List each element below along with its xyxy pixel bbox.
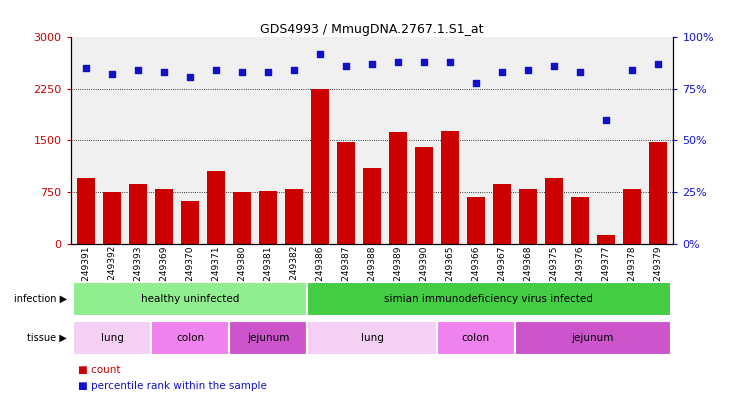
Point: [185, 73, 196, 80]
Bar: [466, 197, 485, 244]
Point: [600, 117, 612, 123]
Point: [418, 59, 430, 65]
Bar: [597, 235, 615, 244]
Text: ■ percentile rank within the sample: ■ percentile rank within the sample: [78, 381, 267, 391]
Point: [470, 79, 482, 86]
Point: [652, 61, 664, 67]
Point: [626, 67, 638, 73]
Bar: [129, 184, 147, 244]
Point: [158, 69, 170, 75]
Bar: [649, 142, 667, 244]
Point: [340, 63, 352, 69]
Bar: [337, 142, 355, 244]
Text: healthy uninfected: healthy uninfected: [141, 294, 240, 304]
Text: infection ▶: infection ▶: [14, 294, 67, 304]
Bar: [519, 189, 537, 244]
Text: colon: colon: [176, 333, 205, 343]
Bar: [493, 184, 511, 244]
Bar: [73, 282, 307, 316]
Bar: [155, 189, 173, 244]
Bar: [259, 191, 278, 244]
Bar: [103, 192, 121, 244]
Bar: [73, 321, 151, 355]
Point: [366, 61, 378, 67]
Bar: [207, 171, 225, 244]
Text: simian immunodeficiency virus infected: simian immunodeficiency virus infected: [385, 294, 593, 304]
Text: lung: lung: [361, 333, 383, 343]
Point: [211, 67, 222, 73]
Point: [496, 69, 508, 75]
Point: [574, 69, 586, 75]
Bar: [389, 132, 407, 244]
Title: GDS4993 / MmugDNA.2767.1.S1_at: GDS4993 / MmugDNA.2767.1.S1_at: [260, 23, 484, 36]
Bar: [415, 147, 433, 244]
Text: lung: lung: [100, 333, 124, 343]
Bar: [307, 321, 437, 355]
Bar: [229, 321, 307, 355]
Point: [106, 71, 118, 77]
Bar: [181, 201, 199, 244]
Point: [80, 65, 92, 72]
Bar: [623, 189, 641, 244]
Point: [392, 59, 404, 65]
Text: colon: colon: [462, 333, 490, 343]
Point: [444, 59, 456, 65]
Text: tissue ▶: tissue ▶: [28, 333, 67, 343]
Point: [262, 69, 274, 75]
Point: [132, 67, 144, 73]
Bar: [151, 321, 229, 355]
Bar: [515, 321, 671, 355]
Point: [548, 63, 559, 69]
Bar: [285, 189, 303, 244]
Bar: [571, 197, 589, 244]
Text: jejunum: jejunum: [247, 333, 289, 343]
Point: [314, 51, 326, 57]
Bar: [233, 192, 251, 244]
Point: [236, 69, 248, 75]
Bar: [307, 282, 671, 316]
Point: [522, 67, 533, 73]
Text: ■ count: ■ count: [78, 365, 121, 375]
Bar: [363, 168, 381, 244]
Bar: [437, 321, 515, 355]
Bar: [77, 178, 95, 244]
Bar: [441, 131, 459, 244]
Point: [288, 67, 300, 73]
Bar: [545, 178, 563, 244]
Text: jejunum: jejunum: [571, 333, 614, 343]
Bar: [311, 89, 329, 244]
